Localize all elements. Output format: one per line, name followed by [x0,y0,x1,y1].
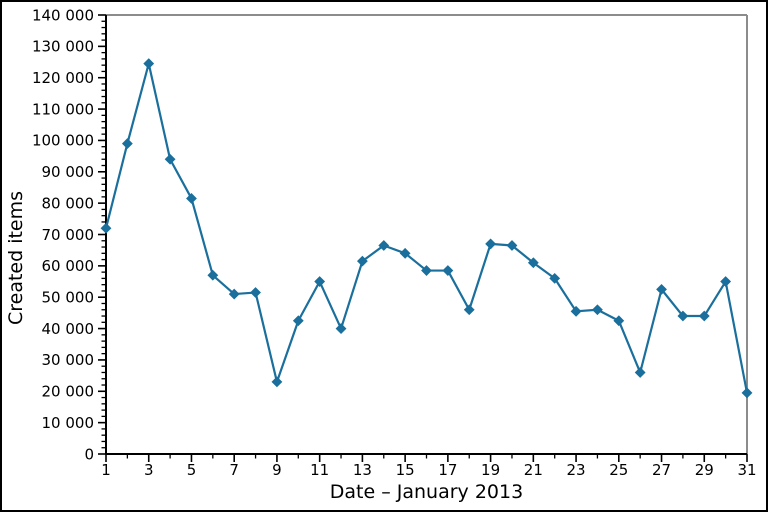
y-tick-label: 10 000 [42,414,95,432]
y-tick-label: 140 000 [32,6,94,24]
data-point-marker [292,315,304,327]
x-tick-label: 19 [481,461,500,479]
x-tick-label: 9 [272,461,282,479]
data-point-marker [228,288,240,300]
x-tick-label: 27 [652,461,671,479]
data-point-marker [250,287,261,298]
y-tick-label: 90 000 [42,163,95,181]
x-tick-label: 11 [310,461,329,479]
y-tick-label: 100 000 [32,132,94,150]
y-tick-label: 130 000 [32,38,94,56]
data-point-marker [570,305,582,317]
data-point-marker [121,138,133,149]
y-tick-label: 110 000 [32,100,94,118]
data-point-marker [100,222,112,234]
data-point-marker [613,315,625,327]
data-point-marker [421,265,432,276]
y-tick-label: 30 000 [42,351,95,369]
data-point-marker [506,240,518,251]
data-point-marker [656,283,667,295]
y-tick-label: 20 000 [42,383,95,401]
x-tick-label: 1 [101,461,111,479]
data-point-marker [442,265,454,276]
x-tick-label: 23 [567,461,586,479]
y-tick-label: 60 000 [42,257,95,275]
y-tick-label: 80 000 [42,194,95,212]
data-point-marker [143,58,155,70]
data-point-marker [720,276,732,287]
axis-ticks: 0 10 000 20 000 30 000 40 000 50 000 60 000 70 … [32,6,757,479]
data-point-marker [634,367,646,378]
data-point-marker [677,310,689,322]
data-point-marker [164,153,176,165]
y-tick-label: 120 000 [32,69,94,87]
x-tick-label: 5 [187,461,197,479]
x-tick-label: 29 [695,461,714,479]
data-series [100,58,753,399]
data-point-marker [356,255,368,267]
x-tick-label: 31 [737,461,756,479]
x-axis-title: Date – January 2013 [330,481,523,503]
series-line [104,62,749,394]
x-tick-label: 3 [144,461,154,479]
data-point-marker [592,304,603,316]
data-point-marker [463,304,475,316]
data-point-marker [378,240,390,251]
data-point-marker [271,376,283,388]
y-tick-label: 0 [84,445,94,463]
data-point-marker [741,387,753,399]
y-axis-title: Created items [5,191,27,325]
data-point-marker [527,257,539,269]
data-point-marker [335,323,347,334]
x-tick-label: 17 [438,461,457,479]
data-point-marker [698,310,710,322]
x-tick-label: 7 [229,461,239,479]
x-tick-label: 13 [353,461,372,479]
data-point-marker [186,193,197,204]
y-tick-label: 70 000 [42,226,95,244]
x-tick-label: 15 [396,461,415,479]
y-tick-label: 40 000 [42,320,95,338]
y-tick-label: 50 000 [42,288,95,306]
x-tick-label: 25 [609,461,628,479]
data-point-marker [549,272,561,284]
data-point-marker [399,247,411,259]
data-point-marker [485,238,497,250]
data-point-marker [207,269,219,281]
x-tick-label: 21 [524,461,543,479]
data-point-marker [314,276,326,287]
